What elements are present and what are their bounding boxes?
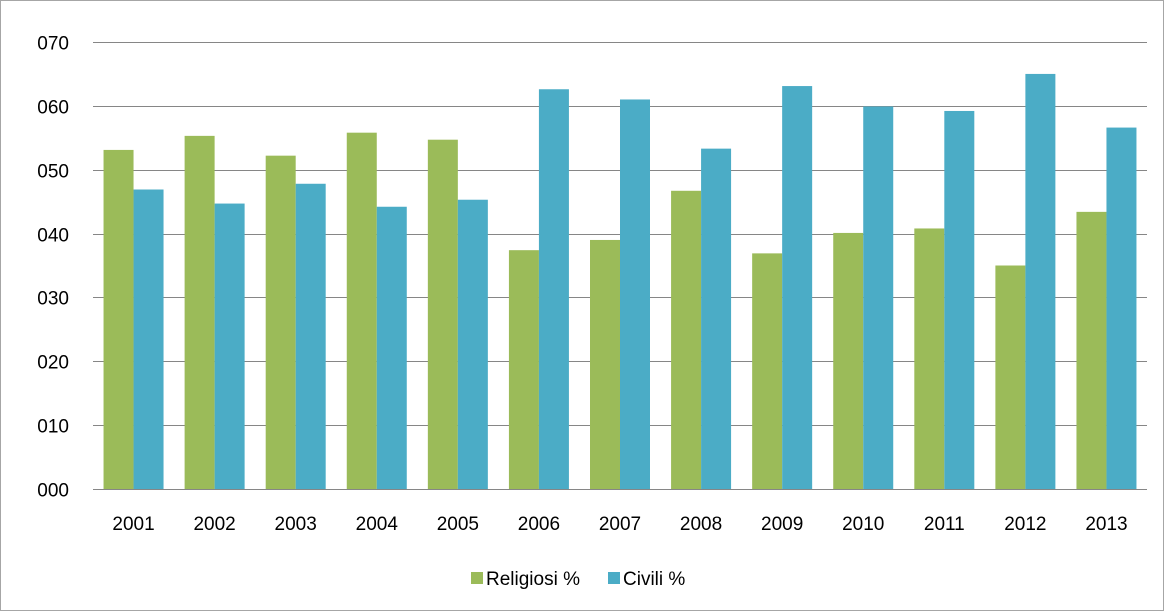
y-tick-label: 060 bbox=[37, 98, 69, 119]
bar-civili-2003 bbox=[295, 183, 326, 489]
legend-label: Religiosi % bbox=[486, 569, 580, 590]
bar-religiosi-2002 bbox=[184, 135, 215, 489]
legend: Religiosi % Civili % bbox=[471, 569, 685, 590]
bar-religiosi-2013 bbox=[1076, 211, 1107, 490]
x-tick-label: 2010 bbox=[842, 514, 884, 535]
y-axis-ticks: 000 010 020 030 040 050 060 070 bbox=[37, 34, 69, 502]
bar-civili-2007 bbox=[620, 99, 650, 489]
x-tick-label: 2009 bbox=[761, 514, 803, 535]
y-tick-label: 040 bbox=[37, 226, 69, 247]
y-tick-label: 050 bbox=[37, 162, 69, 183]
bar-civili-2001 bbox=[133, 189, 164, 489]
x-tick-label: 2013 bbox=[1085, 514, 1127, 535]
legend-label: Civili % bbox=[623, 569, 685, 590]
x-tick-label: 2003 bbox=[275, 514, 317, 535]
bar-civili-2004 bbox=[376, 206, 407, 489]
y-tick-label: 030 bbox=[37, 289, 69, 310]
x-tick-label: 2008 bbox=[680, 514, 722, 535]
x-tick-label: 2006 bbox=[518, 514, 560, 535]
bar-religiosi-2009 bbox=[752, 253, 783, 489]
bar-civili-2010 bbox=[863, 106, 894, 489]
bar-religiosi-2012 bbox=[995, 265, 1026, 489]
bar-religiosi-2006 bbox=[508, 250, 539, 489]
bar-civili-2008 bbox=[701, 148, 732, 490]
x-tick-label: 2002 bbox=[193, 514, 235, 535]
y-tick-label: 010 bbox=[37, 417, 69, 438]
bar-religiosi-2004 bbox=[346, 132, 377, 490]
bar-religiosi-2007 bbox=[590, 239, 620, 489]
bar-civili-2011 bbox=[944, 110, 975, 490]
bar-civili-2002 bbox=[214, 203, 245, 489]
x-tick-label: 2012 bbox=[1004, 514, 1046, 535]
bar-religiosi-2001 bbox=[103, 149, 134, 489]
legend-swatch bbox=[608, 572, 620, 584]
y-tick-label: 070 bbox=[37, 34, 69, 55]
bar-civili-2005 bbox=[457, 199, 488, 489]
x-axis-ticks: 2001 2002 2003 2004 2005 2006 2007 2008 2009 2010… bbox=[112, 514, 1127, 535]
bar-civili-2012 bbox=[1025, 73, 1056, 489]
x-tick-label: 2005 bbox=[437, 514, 479, 535]
bar-civili-2006 bbox=[538, 89, 569, 490]
bar-religiosi-2005 bbox=[427, 139, 458, 490]
legend-swatch bbox=[471, 572, 483, 584]
x-tick-label: 2011 bbox=[924, 514, 965, 535]
x-tick-label: 2004 bbox=[356, 514, 399, 535]
y-tick-label: 000 bbox=[37, 481, 69, 502]
bar-religiosi-2008 bbox=[671, 190, 702, 489]
bar-religiosi-2011 bbox=[914, 228, 945, 489]
x-tick-label: 2007 bbox=[599, 514, 641, 535]
bar-civili-2009 bbox=[782, 86, 813, 489]
x-tick-label: 2001 bbox=[112, 514, 154, 535]
bar-religiosi-2003 bbox=[265, 155, 296, 489]
y-tick-label: 020 bbox=[37, 353, 69, 374]
bars bbox=[103, 73, 1137, 490]
bar-religiosi-2010 bbox=[833, 232, 864, 489]
bar-civili-2013 bbox=[1106, 127, 1137, 489]
